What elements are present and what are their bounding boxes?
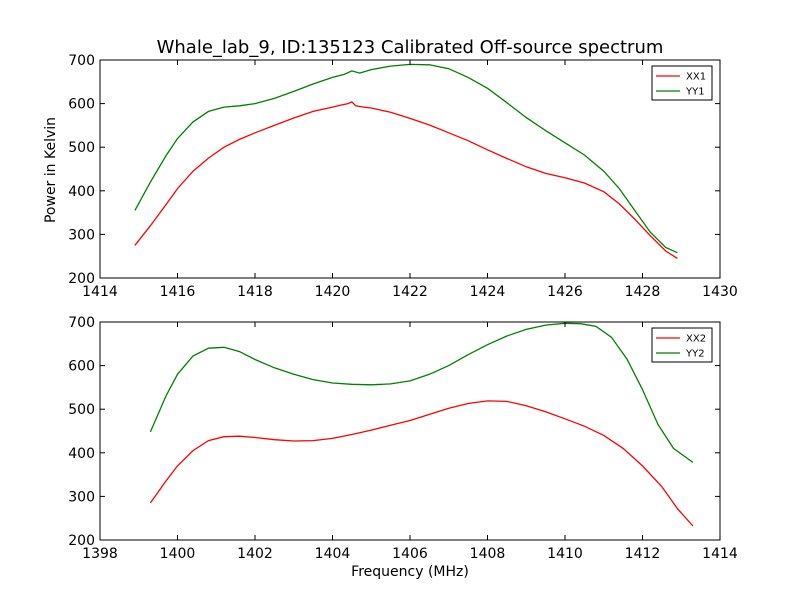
legend-box [651, 65, 713, 101]
subplot-1: 1414 1416 1418 1420 1422 1424 1426 1428 1430 200 3… [68, 53, 738, 300]
x-tick-label: 1404 [315, 546, 351, 562]
x-tick-label: 1420 [315, 284, 351, 300]
x-tick-label: 1418 [237, 284, 273, 300]
y-tick-label: 200 [68, 533, 95, 549]
y-tick-label: 400 [68, 184, 95, 200]
axes-frame [99, 59, 721, 279]
legend-label-yy2: YY2 [685, 349, 705, 360]
x-tick-label: 1428 [625, 284, 661, 300]
subplot-2: 1398 1400 1402 1404 1406 1408 1410 1412 1414 200 3… [68, 315, 738, 562]
x-tick-label: 1430 [702, 284, 738, 300]
y-tick-label: 500 [68, 140, 95, 156]
x-tick-label: 1412 [625, 546, 661, 562]
legend-label-xx1: XX1 [686, 72, 706, 83]
x-tick-label: 1416 [160, 284, 196, 300]
legend-label-xx2: XX2 [686, 334, 706, 345]
y-tick-label: 600 [68, 359, 95, 375]
chart-title: Whale_lab_9, ID:135123 Calibrated Off-so… [157, 37, 664, 58]
y-axis-label: Power in Kelvin [43, 117, 59, 223]
y-tick-label: 500 [68, 402, 95, 418]
y-tick-label: 300 [68, 489, 95, 505]
y-tick-label: 700 [68, 315, 95, 331]
y-tick-label: 600 [68, 97, 95, 113]
series-line-xx1 [134, 101, 678, 259]
x-tick-label: 1414 [702, 546, 738, 562]
x-tick-label: 1398 [82, 546, 118, 562]
x-tick-label: 1408 [470, 546, 506, 562]
y-tick-label: 400 [68, 446, 95, 462]
x-tick-label: 1426 [547, 284, 583, 300]
axes-frame [99, 321, 721, 541]
series-line-xx2 [149, 400, 694, 527]
series-line-yy1 [134, 63, 678, 254]
x-tick-label: 1406 [392, 546, 428, 562]
plots-container: 1414 1416 1418 1420 1422 1424 1426 1428 1430 200 3… [68, 53, 738, 562]
x-tick-label: 1414 [82, 284, 118, 300]
y-tick-label: 700 [68, 53, 95, 69]
x-tick-label: 1410 [547, 546, 583, 562]
x-tick-label: 1422 [392, 284, 428, 300]
legend-label-yy1: YY1 [685, 87, 705, 98]
y-tick-label: 300 [68, 227, 95, 243]
y-tick-label: 200 [68, 271, 95, 287]
x-tick-label: 1400 [160, 546, 196, 562]
series-line-yy2 [149, 322, 694, 463]
x-tick-label: 1402 [237, 546, 273, 562]
legend-box [651, 327, 713, 363]
x-tick-label: 1424 [470, 284, 506, 300]
x-axis-label: Frequency (MHz) [351, 564, 469, 580]
